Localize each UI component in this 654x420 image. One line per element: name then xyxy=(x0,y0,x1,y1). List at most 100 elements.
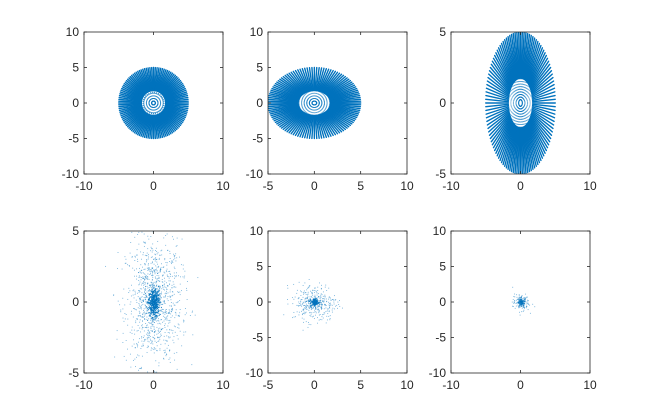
point xyxy=(165,295,167,296)
spoke xyxy=(268,104,300,112)
spoke-inner xyxy=(146,92,153,102)
point xyxy=(167,315,169,317)
point xyxy=(311,304,313,306)
point xyxy=(149,290,151,292)
point xyxy=(160,333,162,335)
point xyxy=(150,329,152,331)
spoke xyxy=(306,67,313,92)
point xyxy=(301,317,303,319)
point xyxy=(169,332,170,334)
point xyxy=(125,340,127,341)
spoke xyxy=(521,126,527,174)
point xyxy=(519,314,521,316)
point xyxy=(141,337,143,339)
point xyxy=(328,296,330,298)
spoke xyxy=(132,73,148,94)
spoke-inner xyxy=(154,93,162,103)
point xyxy=(144,268,146,270)
spoke xyxy=(329,103,362,108)
point xyxy=(142,313,143,315)
point xyxy=(152,267,154,269)
point xyxy=(522,306,524,308)
point xyxy=(137,234,139,235)
point xyxy=(138,355,140,357)
point xyxy=(134,256,136,258)
point xyxy=(176,257,178,259)
point xyxy=(316,298,318,300)
point xyxy=(167,285,169,287)
point xyxy=(131,326,133,328)
spoke xyxy=(524,36,534,81)
spoke xyxy=(525,40,539,83)
point xyxy=(304,298,306,300)
point xyxy=(287,299,288,300)
spoke xyxy=(520,32,524,79)
point xyxy=(167,332,169,333)
point xyxy=(149,314,151,316)
point xyxy=(133,329,135,331)
point xyxy=(158,294,160,296)
point xyxy=(309,285,311,287)
point xyxy=(151,323,153,325)
point xyxy=(522,301,524,302)
point xyxy=(308,286,310,288)
spoke-inner xyxy=(521,93,533,103)
point xyxy=(329,306,330,308)
point xyxy=(164,313,166,315)
point xyxy=(308,300,310,302)
spoke xyxy=(327,108,356,122)
point xyxy=(312,307,314,308)
point xyxy=(153,347,155,349)
point xyxy=(178,291,179,293)
point xyxy=(146,324,148,326)
point xyxy=(158,300,160,302)
point xyxy=(158,362,160,364)
point xyxy=(155,306,157,308)
point xyxy=(142,252,144,254)
point xyxy=(141,296,143,298)
spoke xyxy=(155,68,164,92)
point xyxy=(144,287,146,289)
point xyxy=(163,302,165,304)
point xyxy=(194,314,196,316)
spoke xyxy=(157,69,169,93)
point xyxy=(170,316,172,318)
point xyxy=(151,251,153,253)
point xyxy=(176,368,178,370)
point xyxy=(164,326,166,328)
point xyxy=(157,341,159,342)
point xyxy=(155,306,157,307)
point xyxy=(308,323,310,325)
point xyxy=(175,312,177,314)
spoke-inner xyxy=(315,103,325,114)
y-tick-label: 5 xyxy=(72,224,79,238)
point xyxy=(164,296,166,298)
point xyxy=(519,306,521,308)
spoke xyxy=(514,32,520,80)
spoke-inner xyxy=(521,96,533,103)
spoke-inner xyxy=(141,102,153,104)
point xyxy=(314,298,316,300)
point xyxy=(163,301,165,303)
spoke-inner xyxy=(315,92,324,103)
point xyxy=(129,290,131,292)
spoke xyxy=(328,89,359,100)
point xyxy=(157,280,159,282)
point xyxy=(168,280,170,282)
point xyxy=(160,298,161,300)
point xyxy=(514,302,515,304)
point xyxy=(318,305,320,307)
point xyxy=(168,271,170,272)
spoke xyxy=(161,77,179,95)
spoke-inner xyxy=(146,92,153,103)
point xyxy=(146,276,148,278)
spoke xyxy=(164,91,188,100)
spoke-inner xyxy=(142,97,153,103)
point xyxy=(513,301,515,303)
point xyxy=(171,275,173,277)
point xyxy=(146,308,148,310)
point xyxy=(521,304,523,306)
point xyxy=(164,280,166,282)
point xyxy=(156,296,157,298)
point xyxy=(150,316,152,318)
